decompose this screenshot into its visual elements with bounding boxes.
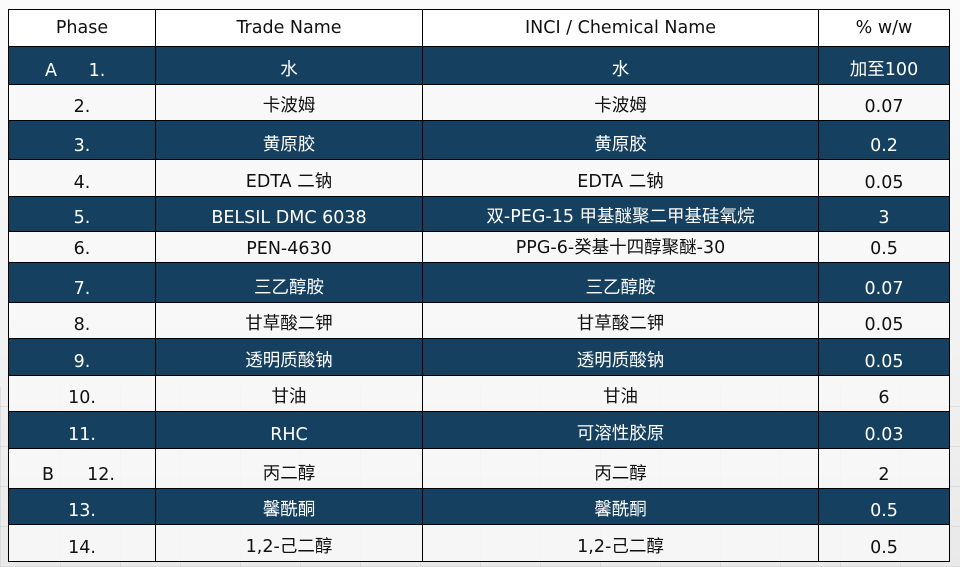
- phase-cell: 2.: [8, 84, 156, 121]
- trade-name-cell: 水: [155, 46, 423, 85]
- inci-name-cell: EDTA 二钠: [422, 159, 819, 197]
- table-row: 8. 甘草酸二钾 甘草酸二钾 0.05: [8, 302, 950, 339]
- row-number: 2.: [73, 97, 91, 117]
- phase-cell: 13.: [8, 488, 156, 525]
- percent-cell: 0.5: [818, 488, 950, 525]
- table-row: 6. PEN-4630 PPG-6-癸基十四醇聚醚-30 0.5: [8, 231, 950, 263]
- trade-name-cell: RHC: [155, 411, 423, 449]
- row-number: 14.: [68, 538, 96, 558]
- inci-name-cell: 黄原胶: [422, 120, 819, 160]
- row-number: 1.: [88, 61, 106, 81]
- trade-name-cell: PEN-4630: [155, 231, 423, 263]
- inci-name-cell: 双-PEG-15 甲基醚聚二甲基硅氧烷: [422, 196, 819, 232]
- phase-cell: B 12.: [8, 448, 156, 489]
- row-number: 3.: [73, 136, 91, 156]
- percent-cell: 0.07: [818, 84, 950, 121]
- percent-cell: 0.05: [818, 338, 950, 376]
- trade-name-cell: EDTA 二钠: [155, 159, 423, 197]
- formulation-table: Phase Trade Name INCI / Chemical Name % …: [8, 9, 950, 562]
- percent-cell: 0.5: [818, 524, 950, 562]
- row-number: 5.: [73, 208, 91, 228]
- table-row: A 1. 水水加至100: [8, 46, 950, 85]
- row-number: 7.: [73, 279, 91, 299]
- phase-cell: 5.: [8, 196, 156, 232]
- table-row: B 12. 丙二醇 丙二醇 2: [8, 448, 950, 489]
- inci-name-cell: 甘油: [422, 375, 819, 412]
- phase-cell: 3.: [8, 120, 156, 160]
- phase-cell: 9.: [8, 338, 156, 376]
- row-number: 6.: [73, 239, 91, 259]
- table-row: 5. BELSIL DMC 6038 双-PEG-15 甲基醚聚二甲基硅氧烷 3: [8, 196, 950, 232]
- phase-cell: 4.: [8, 159, 156, 197]
- header-inci-name: INCI / Chemical Name: [422, 9, 819, 47]
- phase-letter: A: [45, 61, 57, 81]
- table-row: 14. 1,2-己二醇 1,2-己二醇 0.5: [8, 524, 950, 562]
- table-row: 11. RHC 可溶性胶原 0.03: [8, 411, 950, 449]
- table-row: 7. 三乙醇胺 三乙醇胺 0.07: [8, 262, 950, 303]
- phase-cell: 7.: [8, 262, 156, 303]
- inci-name-cell: 卡波姆: [422, 84, 819, 121]
- percent-cell: 0.03: [818, 411, 950, 449]
- table-row: 2. 卡波姆 卡波姆 0.07: [8, 84, 950, 121]
- percent-cell: 0.05: [818, 159, 950, 197]
- row-number: 8.: [73, 315, 91, 335]
- trade-name-cell: 透明质酸钠: [155, 338, 423, 376]
- phase-cell: 11.: [8, 411, 156, 449]
- trade-name-cell: 卡波姆: [155, 84, 423, 121]
- row-number: 11.: [68, 425, 96, 445]
- inci-name-cell: 三乙醇胺: [422, 262, 819, 303]
- phase-cell: 6.: [8, 231, 156, 263]
- inci-name-cell: 水: [422, 46, 819, 85]
- trade-name-cell: 三乙醇胺: [155, 262, 423, 303]
- header-percent: % w/w: [818, 9, 950, 47]
- percent-cell: 3: [818, 196, 950, 232]
- row-number: 4.: [73, 173, 91, 193]
- table-row: 13. 馨酰酮 馨酰酮 0.5: [8, 488, 950, 525]
- phase-cell: 8.: [8, 302, 156, 339]
- phase-cell: A 1.: [8, 46, 156, 85]
- table-row: 10. 甘油 甘油 6: [8, 375, 950, 412]
- trade-name-cell: 甘草酸二钾: [155, 302, 423, 339]
- trade-name-cell: 1,2-己二醇: [155, 524, 423, 562]
- header-trade-name: Trade Name: [155, 9, 423, 47]
- table-row: 9. 透明质酸钠 透明质酸钠 0.05: [8, 338, 950, 376]
- trade-name-cell: 丙二醇: [155, 448, 423, 489]
- header-phase: Phase: [8, 9, 156, 47]
- phase-letter: B: [42, 465, 55, 485]
- trade-name-cell: 黄原胶: [155, 120, 423, 160]
- trade-name-cell: BELSIL DMC 6038: [155, 196, 423, 232]
- phase-cell: 14.: [8, 524, 156, 562]
- percent-cell: 加至100: [818, 46, 950, 85]
- table-row: 4. EDTA 二钠 EDTA 二钠 0.05: [8, 159, 950, 197]
- inci-name-cell: 透明质酸钠: [422, 338, 819, 376]
- trade-name-cell: 甘油: [155, 375, 423, 412]
- inci-name-cell: 甘草酸二钾: [422, 302, 819, 339]
- phase-cell: 10.: [8, 375, 156, 412]
- percent-cell: 0.2: [818, 120, 950, 160]
- percent-cell: 2: [818, 448, 950, 489]
- row-number: 13.: [68, 501, 96, 521]
- percent-cell: 0.05: [818, 302, 950, 339]
- percent-cell: 0.07: [818, 262, 950, 303]
- inci-name-cell: 馨酰酮: [422, 488, 819, 525]
- inci-name-cell: 可溶性胶原: [422, 411, 819, 449]
- row-number: 12.: [87, 465, 115, 485]
- header-row: Phase Trade Name INCI / Chemical Name % …: [8, 9, 950, 47]
- inci-name-cell: 1,2-己二醇: [422, 524, 819, 562]
- row-number: 10.: [68, 388, 96, 408]
- trade-name-cell: 馨酰酮: [155, 488, 423, 525]
- table-row: 3. 黄原胶 黄原胶 0.2: [8, 120, 950, 160]
- inci-name-cell: PPG-6-癸基十四醇聚醚-30: [422, 231, 819, 263]
- row-number: 9.: [73, 352, 91, 372]
- percent-cell: 0.5: [818, 231, 950, 263]
- inci-name-cell: 丙二醇: [422, 448, 819, 489]
- percent-cell: 6: [818, 375, 950, 412]
